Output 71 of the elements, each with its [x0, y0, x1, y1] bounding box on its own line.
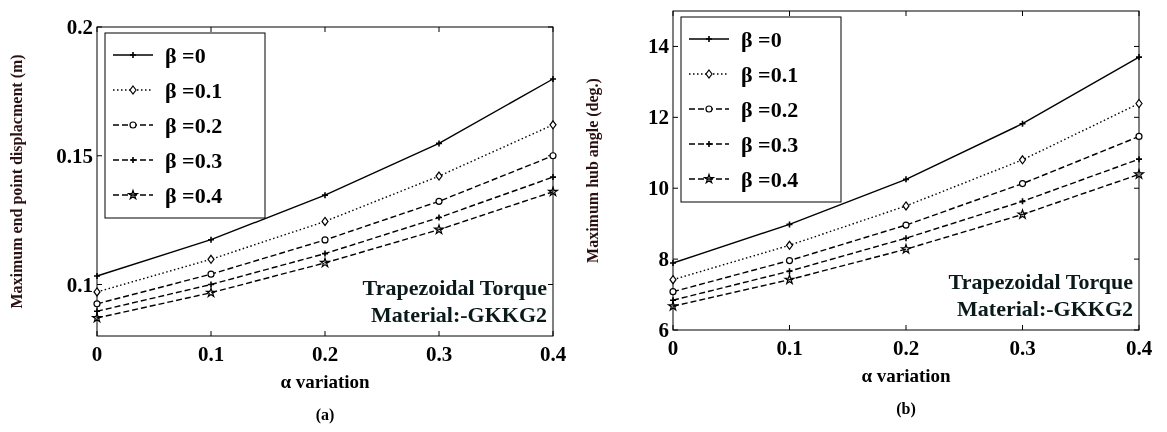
x-tick-label: 0.3	[425, 342, 453, 366]
x-tick-label: 0	[91, 342, 103, 366]
point	[902, 221, 910, 229]
point	[435, 171, 443, 181]
point	[785, 240, 794, 250]
x-tick-label: 0.4	[1125, 336, 1153, 360]
legend-label: β =0.1	[741, 62, 799, 87]
point	[93, 287, 101, 297]
point	[92, 312, 102, 323]
point	[207, 254, 215, 264]
point	[1135, 155, 1143, 163]
point	[784, 274, 795, 285]
point	[1018, 155, 1027, 165]
point	[1018, 180, 1027, 188]
y-axis-title: Maximum end point displacment (m)	[8, 54, 26, 309]
point	[1017, 209, 1028, 219]
point	[549, 120, 557, 130]
legend-label: β =0	[165, 43, 206, 68]
legend-label: β =0	[741, 27, 782, 52]
point	[207, 270, 215, 278]
legend-label: β =0.4	[165, 183, 223, 208]
y-axis-title: Maximum hub angle (deg.)	[584, 78, 602, 263]
x-tick-label: 0.4	[539, 342, 567, 366]
legend-label: β =0.1	[165, 78, 223, 103]
y-tick-label: 14	[648, 34, 670, 59]
y-tick-label: 0.2	[66, 15, 93, 39]
legend-label: β =0.3	[741, 132, 799, 157]
point	[320, 257, 330, 268]
x-tick-label: 0.2	[892, 336, 920, 360]
text: (a)	[315, 406, 335, 424]
point	[321, 236, 329, 244]
point	[785, 256, 794, 265]
y-tick-label: 10	[648, 176, 669, 201]
x-axis-title: α variation	[280, 371, 371, 392]
x-tick-label: 0.2	[311, 342, 339, 366]
x-tick-label: 0.1	[776, 336, 803, 360]
point	[1135, 98, 1143, 109]
point	[548, 186, 558, 197]
legend-label: β =0.2	[741, 97, 799, 122]
point	[669, 275, 677, 285]
annotation: Trapezoidal Torque	[948, 269, 1134, 294]
point	[321, 191, 329, 199]
x-tick-label: 0	[667, 336, 679, 360]
point	[902, 234, 910, 242]
point	[321, 216, 329, 227]
annotation: Trapezoidal Torque	[362, 275, 548, 300]
y-tick-label: 12	[648, 105, 669, 130]
legend-label: β =0.4	[741, 167, 799, 192]
y-tick-label: 6	[658, 318, 669, 342]
point	[93, 300, 101, 308]
point	[902, 201, 910, 211]
point	[901, 243, 911, 254]
x-tick-label: 0.1	[197, 342, 225, 366]
annotation: Material:-GKKG2	[371, 302, 547, 327]
point	[668, 301, 678, 311]
x-axis-title: α variation	[861, 365, 952, 386]
x-tick-label: 0.3	[1009, 336, 1036, 360]
y-tick-label: 8	[658, 247, 669, 272]
point	[669, 288, 677, 296]
point	[549, 173, 557, 181]
y-tick-label: 0.15	[56, 143, 93, 168]
point	[206, 287, 216, 298]
point	[435, 197, 443, 205]
legend-label: β =0.3	[165, 148, 223, 173]
annotation: Material:-GKKG2	[957, 296, 1133, 321]
text: (b)	[896, 400, 916, 418]
point	[1135, 132, 1143, 141]
point	[434, 224, 444, 234]
legend-label: β =0.2	[165, 113, 223, 138]
point	[1134, 169, 1144, 179]
y-tick-label: 0.1	[66, 272, 93, 297]
